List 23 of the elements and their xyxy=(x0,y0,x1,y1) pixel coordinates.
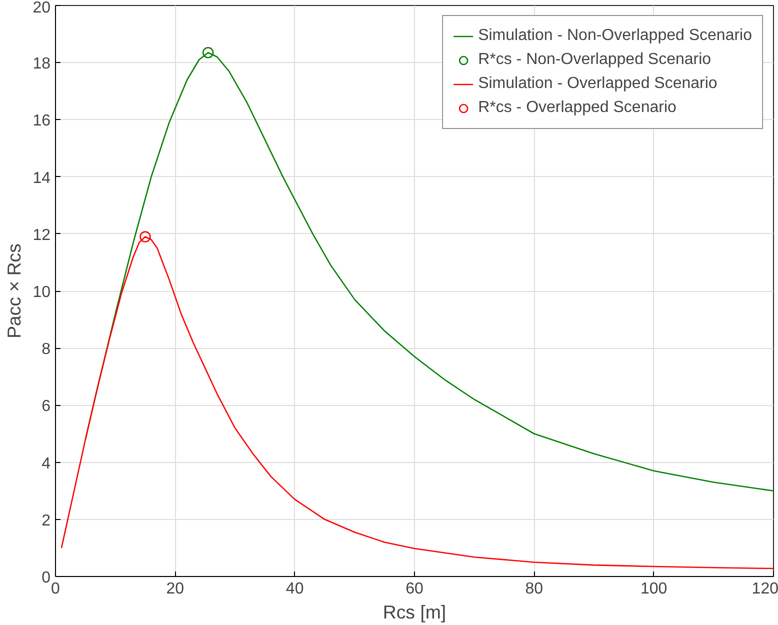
y-tick-label: 2 xyxy=(42,512,51,530)
legend-label: Simulation - Overlapped Scenario xyxy=(478,75,718,93)
y-tick-label: 4 xyxy=(42,455,51,472)
y-tick-label: 20 xyxy=(32,0,51,16)
y-tick-label: 16 xyxy=(32,112,51,130)
y-tick-label: 0 xyxy=(42,570,51,586)
legend-label: R*cs - Non-Overlapped Scenario xyxy=(478,51,712,69)
y-tick-label: 14 xyxy=(32,170,51,187)
x-tick-label: 60 xyxy=(406,580,424,598)
y-tick-label: 10 xyxy=(32,284,51,301)
x-tick-label: 20 xyxy=(166,580,184,598)
y-tick-label: 6 xyxy=(42,398,51,416)
y-tick-label: 18 xyxy=(32,56,51,73)
x-tick-label: 80 xyxy=(525,580,544,598)
y-tick-label: 12 xyxy=(32,226,51,244)
x-axis-title: Rcs [m] xyxy=(382,602,446,622)
x-tick-label: 120 xyxy=(752,580,778,598)
legend-label: Simulation - Non-Overlapped Scenario xyxy=(478,27,752,45)
legend-label: R*cs - Overlapped Scenario xyxy=(478,99,676,117)
y-tick-label: 8 xyxy=(42,341,51,358)
x-tick-label: 40 xyxy=(286,580,304,598)
y-axis-title: Pacc × Rcs xyxy=(4,244,25,338)
x-tick-label: 100 xyxy=(640,580,668,598)
